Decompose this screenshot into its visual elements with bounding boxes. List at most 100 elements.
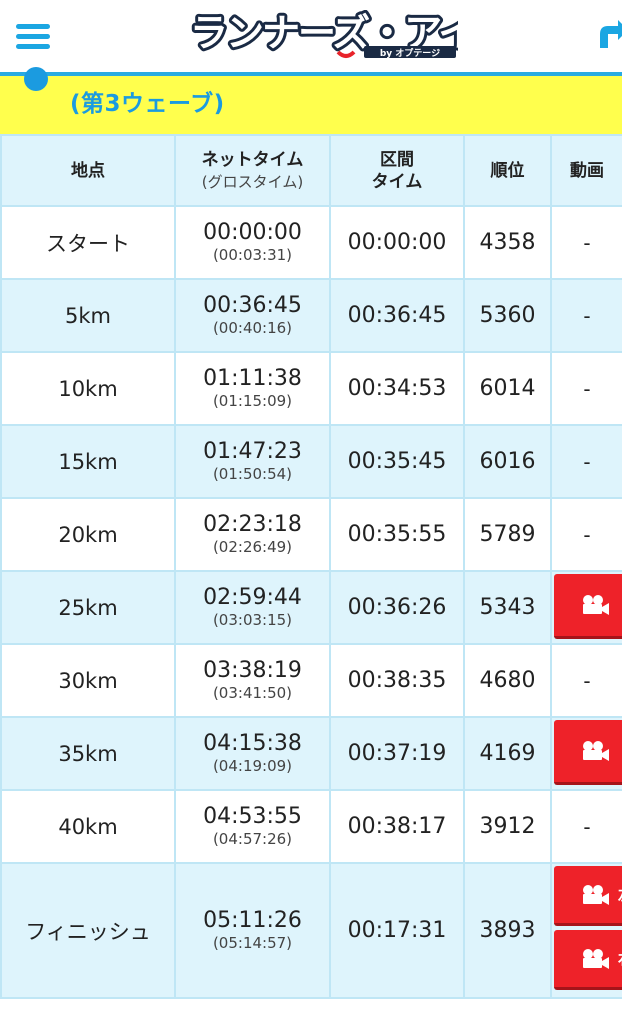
rank-cell: 4169 [463,716,552,791]
video-cell: - [550,205,622,280]
net-time-cell: 01:47:23 (01:50:54) [174,424,331,499]
rank-cell: 3912 [463,789,552,864]
video-right-label: 右 [618,948,622,969]
column-header-net-time: ネットタイム (グロスタイム) [174,134,331,207]
rank-cell: 5360 [463,278,552,353]
video-cell [550,716,622,791]
video-cell: - [550,351,622,426]
rank-cell: 3893 [463,862,552,999]
app-header: ランナーズ・アイ by オプテージ [0,0,622,72]
column-header-video: 動画 [550,134,622,207]
column-header-rank: 順位 [463,134,552,207]
table-row: フィニッシュ 05:11:26 (05:14:57) 00:17:31 3893 [0,862,622,999]
video-cell: - [550,497,622,572]
rank-cell: 4680 [463,643,552,718]
wave-banner: (第3ウェーブ) [0,67,622,134]
net-time: 04:15:38 [203,730,302,756]
table-row: 5km 00:36:45 (00:40:16) 00:36:45 5360 - [0,278,622,353]
share-arrow-icon[interactable] [594,18,622,52]
net-time: 02:23:18 [203,511,302,537]
net-time: 04:53:55 [203,803,302,829]
gross-time: (00:03:31) [212,245,293,264]
gross-time: (00:40:16) [212,318,293,337]
video-cell: - [550,278,622,353]
point-cell: 10km [0,351,176,426]
net-time: 02:59:44 [203,584,302,610]
video-button-finish-right[interactable]: 右 [554,930,622,990]
video-button-35km[interactable] [554,720,622,785]
point-cell: 30km [0,643,176,718]
column-header-point: 地点 [0,134,176,207]
logo[interactable]: ランナーズ・アイ by オプテージ [187,8,479,60]
net-time-cell: 02:23:18 (02:26:49) [174,497,331,572]
point-cell: 40km [0,789,176,864]
gross-time: (01:50:54) [212,464,293,483]
point-cell: 15km [0,424,176,499]
video-button-finish-left[interactable]: 左 [554,866,622,926]
rank-cell: 6016 [463,424,552,499]
wave-title: (第3ウェーブ) [70,91,225,117]
point-cell: フィニッシュ [0,862,176,999]
rank-cell: 6014 [463,351,552,426]
split-time-cell: 00:36:45 [329,278,465,353]
net-time-header: ネットタイム [201,149,304,170]
split-time-cell: 00:38:35 [329,643,465,718]
rank-cell: 5343 [463,570,552,645]
split-time-cell: 00:35:55 [329,497,465,572]
net-time-cell: 00:36:45 (00:40:16) [174,278,331,353]
table-row: 30km 03:38:19 (03:41:50) 00:38:35 4680 - [0,643,622,718]
gross-time: (01:15:09) [212,391,293,410]
net-time: 01:47:23 [203,438,302,464]
split-time-cell: 00:17:31 [329,862,465,999]
gross-time-header: (グロスタイム) [201,172,304,191]
net-time-cell: 03:38:19 (03:41:50) [174,643,331,718]
video-left-label: 左 [618,884,622,905]
column-header-split-time: 区間 タイム [329,134,465,207]
net-time-cell: 04:53:55 (04:57:26) [174,789,331,864]
video-cell [550,570,622,645]
svg-text:by オプテージ: by オプテージ [380,47,440,59]
table-row: 35km 04:15:38 (04:19:09) 00:37:19 4169 [0,716,622,791]
video-cell: 左 右 [550,862,622,999]
video-cell: - [550,789,622,864]
point-cell: 25km [0,570,176,645]
movie-camera-icon [580,740,610,762]
point-cell: 5km [0,278,176,353]
split-time-cell: 00:37:19 [329,716,465,791]
split-time-cell: 00:38:17 [329,789,465,864]
point-cell: 20km [0,497,176,572]
table-row: 25km 02:59:44 (03:03:15) 00:36:26 5343 [0,570,622,645]
net-time-cell: 01:11:38 (01:15:09) [174,351,331,426]
rank-cell: 5789 [463,497,552,572]
gross-time: (04:57:26) [212,829,293,848]
video-button-25km[interactable] [554,574,622,639]
table-row: スタート 00:00:00 (00:03:31) 00:00:00 4358 - [0,205,622,280]
net-time: 01:11:38 [203,365,302,391]
gross-time: (03:03:15) [212,610,293,629]
wave-marker-icon [24,67,48,91]
net-time-cell: 04:15:38 (04:19:09) [174,716,331,791]
svg-text:ランナーズ・アイ: ランナーズ・アイ [190,11,458,55]
video-cell: - [550,643,622,718]
net-time-cell: 00:00:00 (00:03:31) [174,205,331,280]
table-row: 40km 04:53:55 (04:57:26) 00:38:17 3912 - [0,789,622,864]
gross-time: (05:14:57) [212,933,293,952]
net-time: 03:38:19 [203,657,302,683]
movie-camera-icon [580,948,610,970]
hamburger-menu-icon[interactable] [16,24,50,50]
movie-camera-icon [580,884,610,906]
split-time-cell: 00:34:53 [329,351,465,426]
table-row: 20km 02:23:18 (02:26:49) 00:35:55 5789 - [0,497,622,572]
gross-time: (03:41:50) [212,683,293,702]
split-time-cell: 00:36:26 [329,570,465,645]
net-time-cell: 05:11:26 (05:14:57) [174,862,331,999]
table-row: 15km 01:47:23 (01:50:54) 00:35:45 6016 - [0,424,622,499]
point-cell: 35km [0,716,176,791]
header-divider [0,72,622,76]
net-time: 00:00:00 [203,219,302,245]
split-time-cell: 00:35:45 [329,424,465,499]
split-time-cell: 00:00:00 [329,205,465,280]
net-time: 00:36:45 [203,292,302,318]
net-time-cell: 02:59:44 (03:03:15) [174,570,331,645]
table-header-row: 地点 ネットタイム (グロスタイム) 区間 タイム 順位 動画 [0,134,622,207]
